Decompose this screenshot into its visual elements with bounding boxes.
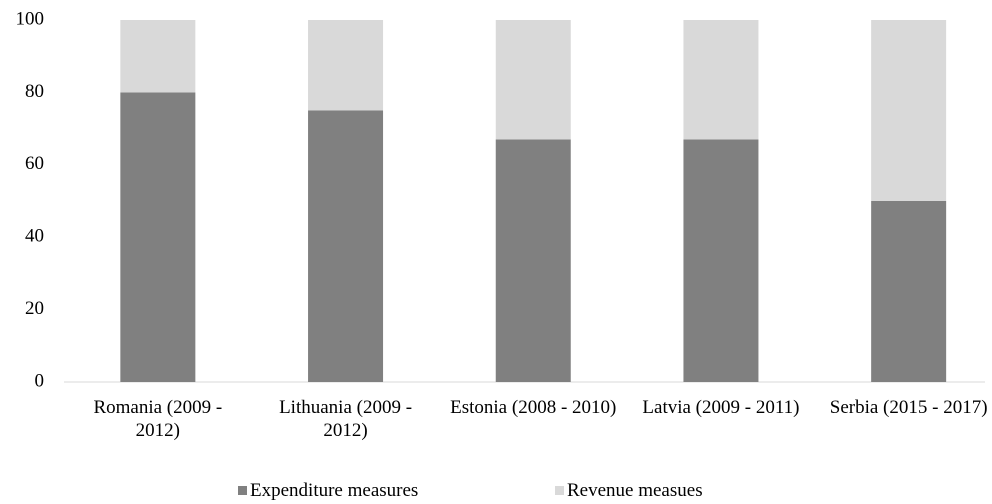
bar-segment [495,20,571,140]
y-tick-label: 0 [35,370,45,391]
legend-item: Expenditure measures [238,480,418,502]
legend-label: Revenue measues [567,480,703,501]
bar-segment [120,92,196,383]
legend-swatch [555,486,564,495]
legend-item: Revenue measues [555,480,703,502]
y-tick-label: 100 [16,8,45,29]
legend-label: Expenditure measures [250,480,419,501]
bar-segment [308,20,384,111]
bar-segment [683,139,759,382]
bar-segment [683,20,759,140]
bar-segment [308,110,384,382]
x-tick-label: Romania (2009 - 2012) [93,397,223,441]
bar-segment [120,20,196,93]
legend-swatch [238,486,247,495]
x-tick-label: Serbia (2015 - 2017) [829,397,988,418]
x-tick-label: Estonia (2008 - 2010) [450,397,617,418]
x-tick-label: Latvia (2009 - 2011) [642,397,800,418]
bar-segment [871,201,947,382]
y-tick-label: 60 [25,153,44,174]
y-tick-label: 40 [25,226,44,247]
y-tick-label: 20 [25,298,44,319]
bar-segment [495,139,571,382]
bar-segment [871,20,947,201]
y-tick-label: 80 [25,81,44,102]
x-tick-label: Lithuania (2009 - 2012) [279,397,413,441]
